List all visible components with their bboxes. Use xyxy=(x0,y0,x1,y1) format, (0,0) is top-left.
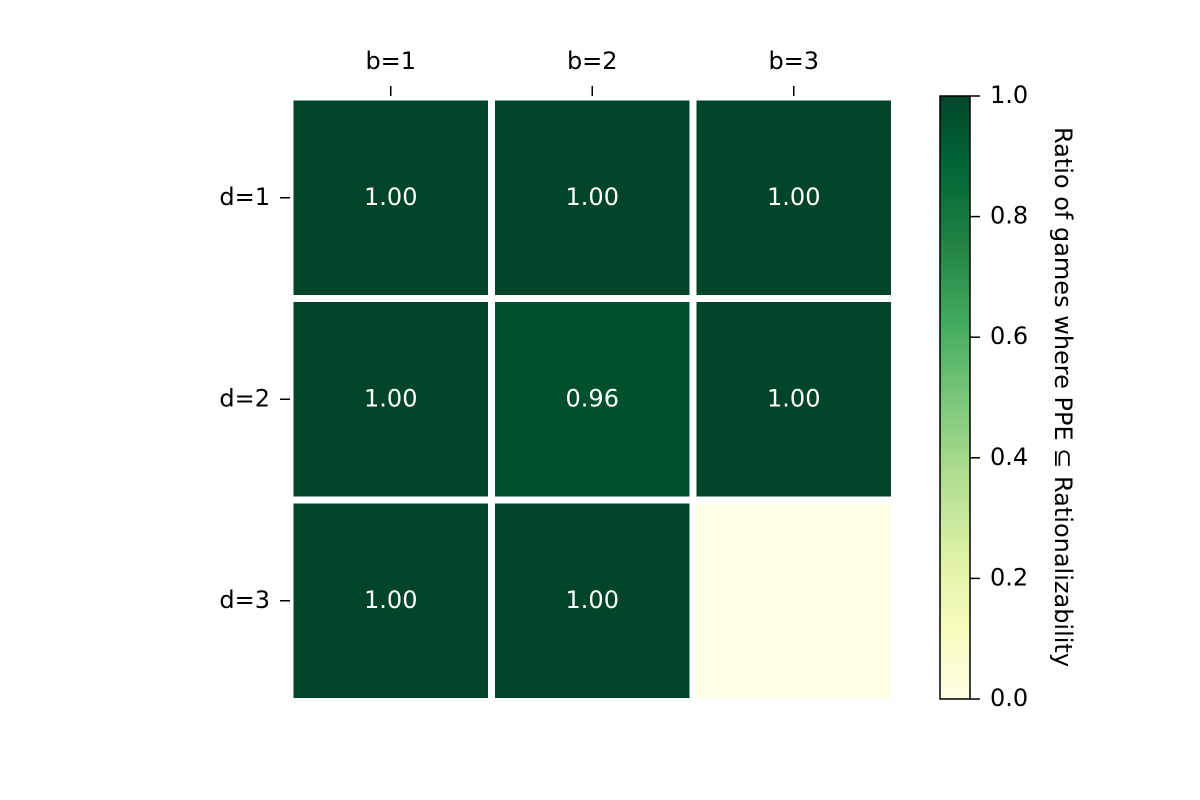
cell xyxy=(293,302,488,497)
y-tick-label: d=2 xyxy=(219,384,270,412)
colorbar-label: Ratio of games where PPE ⊆ Rationalizabi… xyxy=(1049,127,1077,667)
colorbar-tick-label: 0.2 xyxy=(990,563,1028,591)
x-tick-label: b=2 xyxy=(567,47,618,75)
cell xyxy=(293,503,488,698)
x-tick-label: b=1 xyxy=(365,47,416,75)
cell xyxy=(495,503,690,698)
cell xyxy=(696,100,891,295)
cell-label: 0.96 xyxy=(566,384,619,412)
cell xyxy=(495,100,690,295)
cell-label: 1.00 xyxy=(566,586,619,614)
cell xyxy=(696,302,891,497)
y-tick-label: d=3 xyxy=(219,586,270,614)
cell xyxy=(293,100,488,295)
colorbar-tick-label: 0.6 xyxy=(990,322,1028,350)
y-tick-label: d=1 xyxy=(219,183,270,211)
colorbar-tick-label: 1.0 xyxy=(990,81,1028,109)
colorbar-tick-label: 0.8 xyxy=(990,202,1028,230)
x-tick-label: b=3 xyxy=(768,47,819,75)
empty-cell xyxy=(696,503,891,698)
cell xyxy=(495,302,690,497)
cell-label: 1.00 xyxy=(767,183,820,211)
colorbar xyxy=(939,95,971,700)
cell-label: 1.00 xyxy=(364,183,417,211)
cell-label: 1.00 xyxy=(364,384,417,412)
colorbar-tick-label: 0.0 xyxy=(990,684,1028,712)
colorbar-tick-label: 0.4 xyxy=(990,443,1028,471)
cell-label: 1.00 xyxy=(364,586,417,614)
cell-label: 1.00 xyxy=(566,183,619,211)
cell-label: 1.00 xyxy=(767,384,820,412)
